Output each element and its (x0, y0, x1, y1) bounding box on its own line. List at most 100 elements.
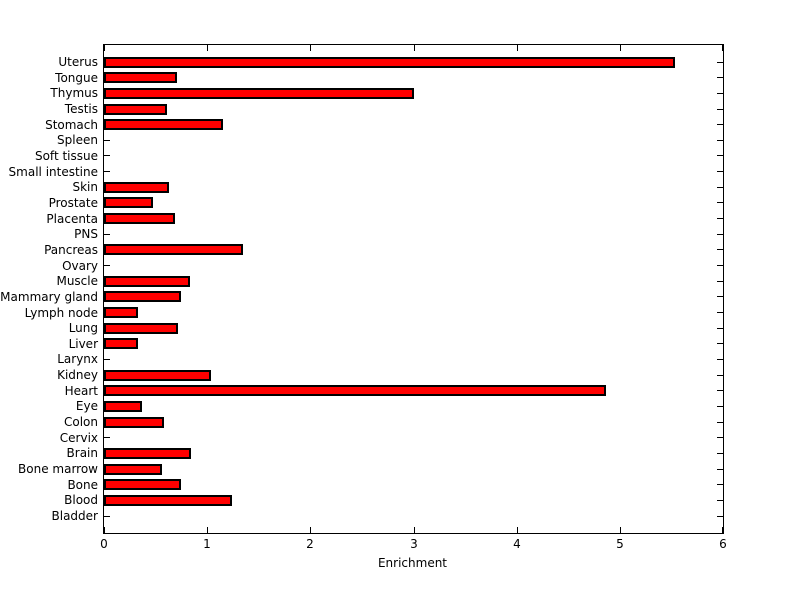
y-tick-right (717, 61, 723, 63)
y-label-lung: Lung (68, 321, 98, 336)
y-label-placenta: Placenta (46, 211, 98, 226)
y-label-ovary: Ovary (62, 258, 98, 273)
y-tick-right (717, 374, 723, 376)
x-tick-bottom (620, 527, 621, 533)
bar-lung (104, 322, 179, 334)
y-tick-right (717, 186, 723, 188)
bar-mammary-gland (104, 291, 182, 303)
y-tick-right (717, 499, 723, 501)
y-label-spleen: Spleen (57, 133, 98, 148)
y-tick-right (717, 390, 723, 392)
bar-tongue (104, 72, 178, 84)
x-tick-top (310, 45, 311, 51)
y-label-bone-marrow: Bone marrow (18, 462, 98, 476)
y-label-skin: Skin (72, 180, 98, 195)
y-tick-right (717, 249, 723, 251)
bar-bone-marrow (104, 463, 162, 475)
bar-brain (104, 447, 191, 459)
y-tick-left (104, 171, 110, 173)
x-tick-label: 2 (306, 537, 314, 551)
y-tick-right (717, 139, 723, 141)
y-label-heart: Heart (64, 383, 98, 398)
y-label-blood: Blood (64, 493, 98, 508)
y-tick-right (717, 280, 723, 282)
y-tick-left (104, 437, 110, 439)
y-tick-right (717, 327, 723, 329)
bar-muscle (104, 275, 190, 287)
bar-prostate (104, 197, 153, 209)
y-label-pancreas: Pancreas (44, 242, 98, 257)
y-label-tongue: Tongue (55, 70, 98, 85)
y-label-soft-tissue: Soft tissue (34, 148, 98, 163)
y-label-mammary-gland: Mammary gland (0, 289, 98, 304)
bar-placenta (104, 213, 176, 225)
y-tick-right (717, 405, 723, 407)
y-tick-right (717, 202, 723, 204)
y-tick-right (717, 358, 723, 360)
bar-testis (104, 103, 167, 115)
bar-blood (104, 494, 232, 506)
y-label-thymus: Thymus (50, 86, 98, 101)
y-tick-right (717, 343, 723, 345)
bar-kidney (104, 369, 212, 381)
y-tick-left (104, 155, 110, 157)
y-label-pns: PNS (74, 227, 98, 242)
y-label-eye: Eye (75, 399, 98, 414)
y-label-lymph-node: Lymph node (24, 305, 98, 320)
bar-stomach (104, 119, 223, 131)
y-tick-left (104, 358, 110, 360)
x-tick-top (104, 45, 105, 51)
x-tick-bottom (207, 527, 208, 533)
y-tick-right (717, 92, 723, 94)
y-tick-right (717, 437, 723, 439)
y-tick-right (717, 155, 723, 157)
x-tick-top (414, 45, 415, 51)
bar-bone (104, 479, 182, 491)
y-tick-left (104, 233, 110, 235)
bar-thymus (104, 87, 414, 99)
y-label-stomach: Stomach (45, 117, 98, 132)
y-label-liver: Liver (68, 336, 98, 351)
x-tick-top (517, 45, 518, 51)
y-tick-right (717, 233, 723, 235)
y-tick-right (717, 515, 723, 517)
y-tick-right (717, 108, 723, 110)
y-label-colon: Colon (63, 415, 98, 430)
y-label-bladder: Bladder (51, 509, 98, 523)
y-label-small-intestine: Small intestine (8, 164, 98, 179)
y-label-muscle: Muscle (56, 274, 98, 289)
y-tick-right (717, 171, 723, 173)
y-label-cervix: Cervix (59, 430, 98, 445)
y-label-bone: Bone (67, 477, 98, 492)
y-label-kidney: Kidney (57, 368, 98, 383)
bar-liver (104, 338, 138, 350)
x-tick-label: 1 (203, 537, 211, 551)
y-label-testis: Testis (64, 102, 98, 116)
y-tick-right (717, 452, 723, 454)
x-tick-bottom (104, 527, 105, 533)
y-tick-right (717, 468, 723, 470)
x-tick-top (620, 45, 621, 51)
x-tick-label: 3 (410, 537, 418, 551)
y-tick-left (104, 265, 110, 266)
x-tick-label: 5 (616, 537, 624, 551)
y-tick-right (717, 421, 723, 423)
y-tick-left (104, 515, 110, 517)
y-tick-right (717, 77, 723, 79)
x-tick-bottom (517, 527, 518, 533)
bar-pancreas (104, 244, 244, 256)
x-tick-bottom (414, 527, 415, 533)
plot-area (103, 44, 724, 534)
y-label-larynx: Larynx (57, 352, 98, 367)
bar-eye (104, 400, 143, 412)
y-label-prostate: Prostate (48, 195, 98, 210)
y-label-uterus: Uterus (58, 55, 98, 69)
y-tick-left (104, 139, 110, 141)
bar-colon (104, 416, 164, 428)
x-tick-label: 0 (100, 537, 108, 551)
x-tick-label: 6 (719, 537, 727, 551)
x-axis-title: Enrichment (377, 556, 448, 570)
bar-lymph-node (104, 307, 138, 318)
y-tick-right (717, 312, 723, 313)
